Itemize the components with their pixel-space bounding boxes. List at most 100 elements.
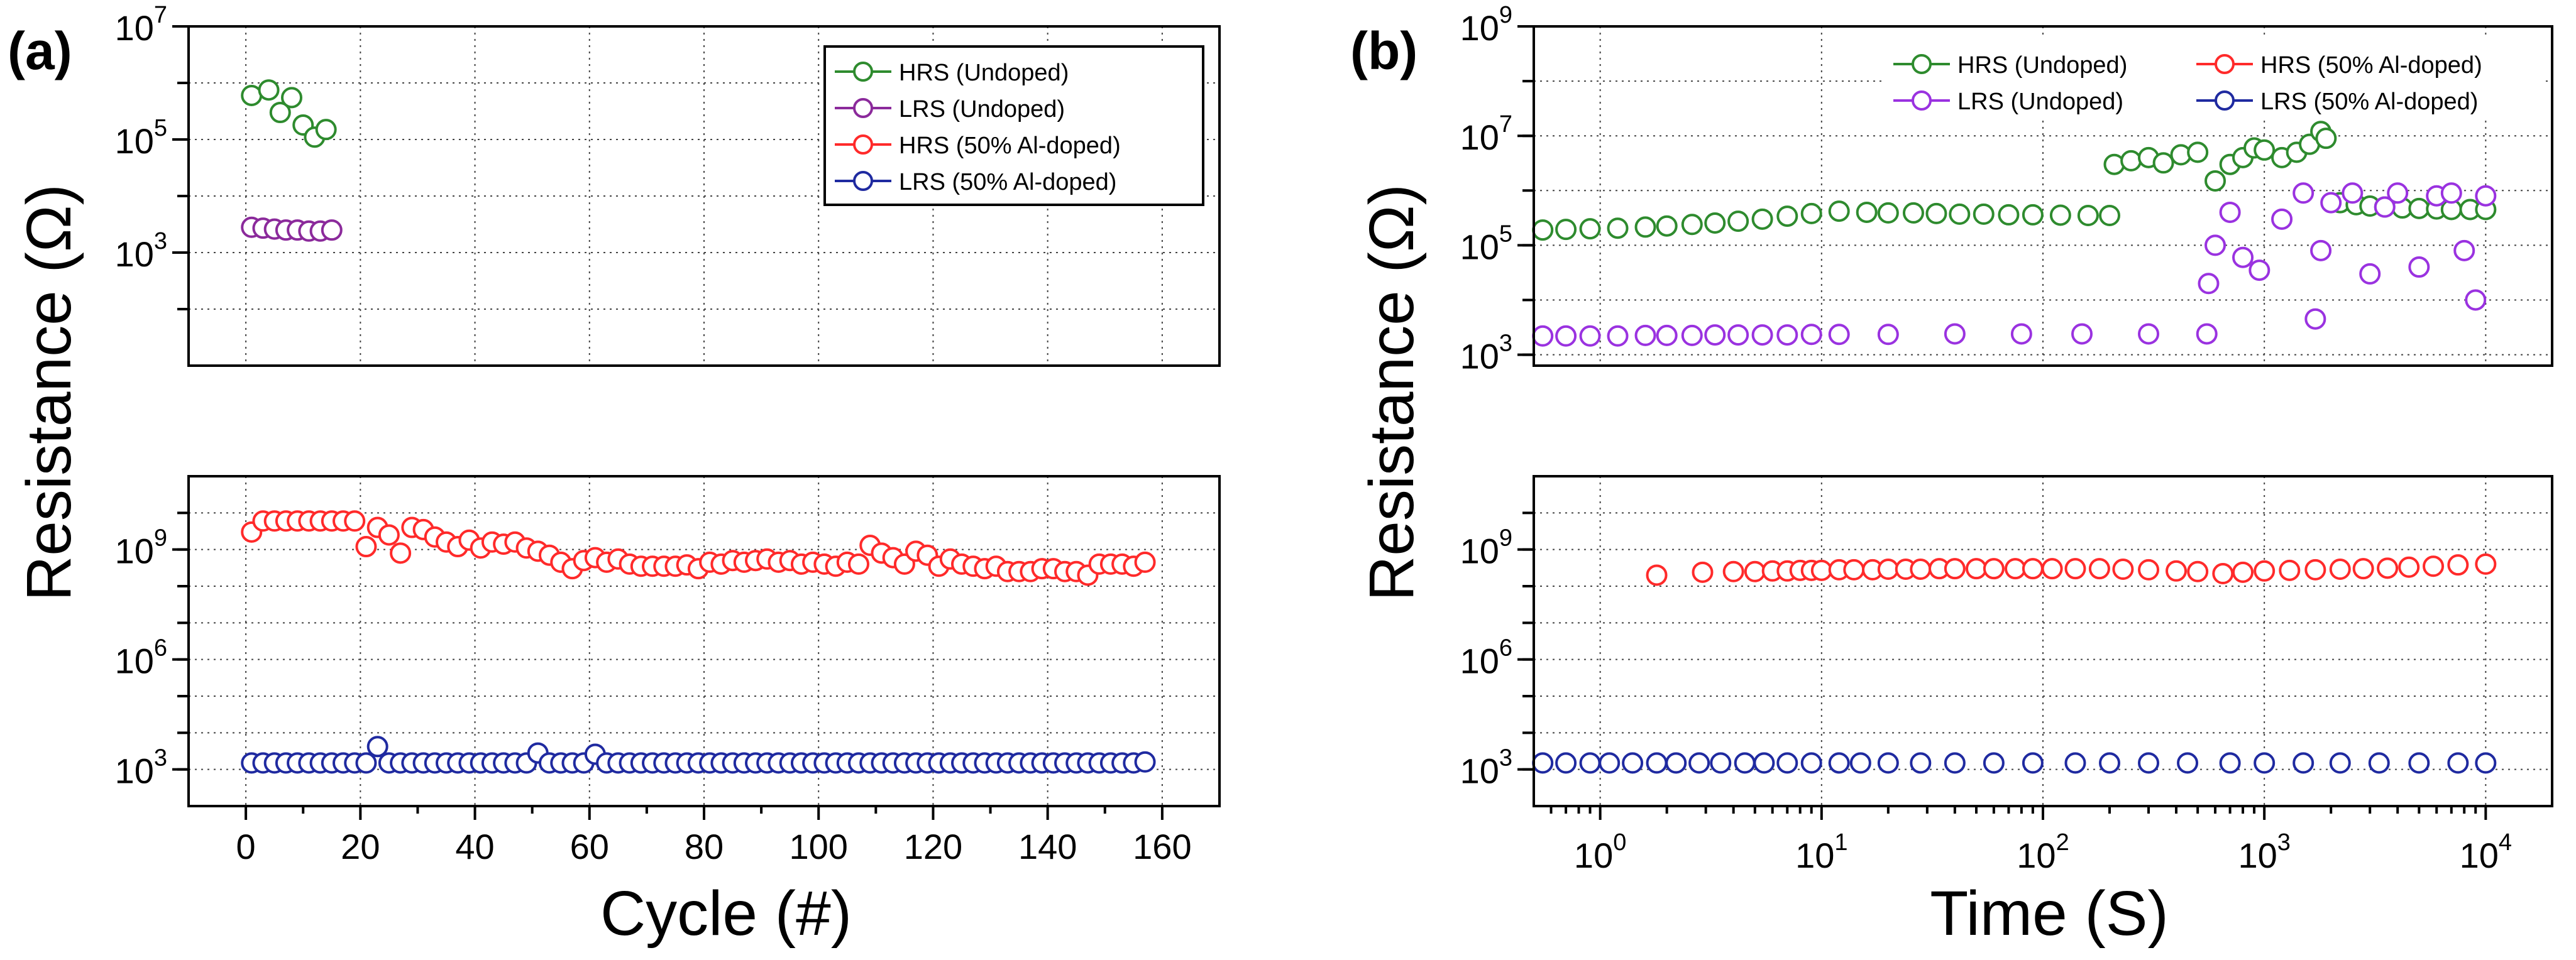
data-point [2232,561,2254,583]
data-point [2475,553,2497,575]
data-point [281,87,302,109]
data-point [1877,324,1899,346]
data-point [2293,182,2315,204]
data-point [2071,323,2093,345]
data-point [1656,324,1678,346]
data-point [2064,752,2086,774]
data-point [2453,239,2475,261]
data-point [2204,170,2226,192]
data-point [1634,324,1656,346]
data-point [1877,202,1899,224]
x-tick-label: 60 [570,827,609,866]
legend-label: HRS (Undoped) [1957,52,2127,79]
data-point [2315,128,2337,150]
panel-b-y-tick-labels: 103 105 107 109 103 106 109 [1460,2,1512,791]
x-tick-label: 100 [1574,829,1626,875]
panel-b-legend-background [1885,39,2545,121]
data-point [2329,752,2351,774]
panel-a-legend: HRS (Undoped) LRS (Undoped) HRS (50% Al-… [823,45,1204,206]
panel-a-legend-entry-hrs-undoped: HRS (Undoped) [835,60,1069,86]
data-point [1776,752,1798,774]
data-point [1555,325,1577,347]
y-tick-label: 103 [115,228,167,274]
data-point [1579,752,1601,774]
panel-a-legend-entry-lrs-undoped: LRS (Undoped) [835,96,1065,123]
series-hrs-undoped [1532,121,2497,241]
data-point [1949,203,1971,225]
panel-b-legend-entry-lrs-undoped: LRS (Undoped) [1893,89,2123,115]
data-point [1965,558,1987,580]
data-point [2022,558,2044,580]
legend-marker-circle-icon [853,62,873,82]
y-tick-label: 109 [115,525,167,571]
legend-marker-circle-icon [853,171,873,191]
data-point [1828,324,1850,346]
data-point [2232,246,2254,268]
data-point [1607,217,1629,239]
data-point [2398,556,2420,578]
y-tick-label: 107 [1460,111,1512,157]
data-point [2475,752,2497,774]
legend-marker-circle-icon [853,98,873,118]
panel-a-label: (a) [8,21,72,80]
y-tick-label: 109 [1460,2,1512,48]
data-point [2279,559,2301,581]
data-point [1634,216,1656,238]
panel-a-y-tick-labels: 103 105 107 103 106 109 [115,2,167,791]
data-point [1910,752,1932,774]
data-point [2374,196,2396,218]
panel-b-legend-entry-hrs-al-doped: HRS (50% Al-doped) [2196,52,2482,79]
series-hrs-undoped [241,79,337,148]
data-point [2187,141,2209,163]
x-tick-label: 140 [1018,827,1077,866]
data-point [1910,559,1932,581]
y-tick-label: 103 [1460,330,1512,376]
data-point [2329,559,2351,581]
y-tick-label: 105 [115,115,167,161]
data-point [1828,752,1850,774]
data-point [344,510,366,532]
data-point [2099,205,2121,227]
data-point [1776,205,1798,227]
x-tick-label: 80 [685,827,724,866]
panel-b-markers [1532,121,2497,774]
data-point [2475,185,2497,207]
series-lrs-50-al-doped [241,736,1156,774]
data-point [2022,752,2044,774]
data-point [1646,752,1668,774]
panel-a-x-axis-title: Cycle (#) [600,878,852,949]
legend-marker-circle-icon [2215,90,2235,111]
data-point [2064,558,2086,580]
data-point [2387,182,2409,204]
data-point [1925,202,1947,224]
data-point [2408,197,2430,219]
data-point [2196,323,2218,345]
data-point [378,524,400,546]
panel-b-x-tick-labels: 100 101 102 103 104 [1574,829,2512,875]
data-point [1607,325,1629,347]
data-point [2408,256,2430,278]
data-point [1665,752,1687,774]
legend-label: HRS (50% Al-doped) [2260,52,2482,79]
data-point [1646,564,1668,586]
panel-b-x-axis-title: Time (S) [1930,878,2169,949]
data-point [1983,752,2005,774]
series-hrs-50-al-doped [1646,553,2497,586]
legend-label: LRS (Undoped) [899,96,1065,123]
legend-label: LRS (50% Al-doped) [899,169,1116,195]
data-point [1579,325,1601,347]
data-point [2099,752,2121,774]
data-point [2049,204,2071,226]
data-point [2212,563,2234,585]
data-point [1681,214,1703,236]
data-point [1134,751,1156,773]
panel-a-markers [241,79,1156,774]
data-point [1722,560,1744,582]
y-tick-label: 105 [1460,221,1512,266]
data-point [2408,752,2430,774]
data-point [1843,559,1865,581]
data-point [1973,203,1995,225]
data-point [2010,323,2032,345]
data-point [848,553,869,575]
